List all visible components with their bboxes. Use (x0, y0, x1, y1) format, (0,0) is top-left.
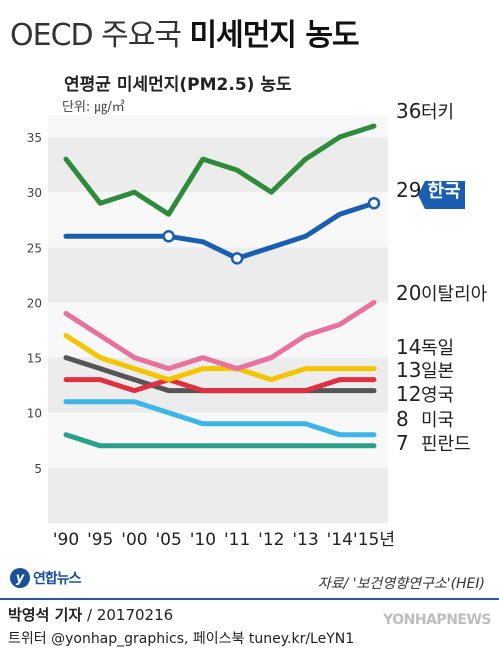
highlight-tag (418, 181, 465, 209)
grid-band (48, 115, 388, 138)
title-bold: 미세먼지 농도 (189, 18, 360, 53)
y-tick-label: 30 (27, 186, 42, 200)
end-value-label: 14 (396, 335, 421, 359)
footer-divider (0, 598, 499, 600)
data-point (367, 196, 381, 210)
grid-band (48, 412, 388, 468)
end-name-label: 일본 (421, 361, 454, 382)
unit-label: 단위: ㎍/㎥ (62, 100, 125, 115)
x-tick-label: '10 (190, 530, 216, 550)
series-line (63, 123, 377, 217)
end-value-label: 7 (396, 431, 409, 455)
social-line: 트위터 @yonhap_graphics, 페이스북 tuney.kr/LeYN… (8, 631, 355, 647)
end-name-label: 핀란드 (421, 434, 471, 455)
end-name-label: 영국 (421, 385, 454, 406)
y-tick-label: 15 (27, 352, 42, 366)
series-line (63, 377, 377, 394)
end-value-label: 12 (396, 382, 421, 406)
x-tick-label: '00 (121, 530, 147, 550)
watermark: YONHAPNEWS (383, 612, 491, 628)
end-value-label: 8 (396, 407, 409, 431)
grid-band (48, 247, 388, 303)
end-value-label: 13 (396, 358, 421, 382)
logo-icon: y (10, 568, 30, 588)
chart-subtitle: 연평균 미세먼지(PM2.5) 농도 (64, 75, 292, 95)
x-tick-label: '15년 (353, 530, 395, 550)
x-tick-label: '13 (292, 530, 318, 550)
x-tick-label: '95 (87, 530, 113, 550)
line-chart: 5 10 15 20 25 30 35 '90 '95 '00 '05 '10 '11 '12 '13 '14… (27, 99, 488, 550)
logo-text: 연합뉴스 (33, 571, 82, 587)
date: 20170216 (96, 606, 174, 624)
y-tick-label: 35 (27, 131, 42, 145)
end-value-label: 29 (396, 178, 421, 202)
end-value-label: 36 (396, 99, 421, 123)
x-tick-label: '11 (224, 530, 250, 550)
y-tick-label: 25 (27, 241, 42, 255)
page-title: OECD 주요국 미세먼지 농도 (10, 10, 360, 54)
end-name-label: 이탈리아 (421, 284, 488, 305)
yonhap-logo: y 연합뉴스 (10, 568, 82, 588)
series-line (63, 299, 377, 372)
grid-band (48, 467, 388, 523)
series-line (63, 333, 377, 383)
series-line (63, 200, 377, 261)
series-line (63, 399, 377, 438)
end-name-label: 한국 (427, 181, 460, 202)
source-note: 자료/ '보건영향연구소'(HEI) (317, 576, 485, 592)
y-tick-label: 5 (34, 462, 42, 476)
author: 박영석 기자 (8, 606, 83, 624)
grid-band (48, 302, 388, 358)
end-value-label: 20 (396, 281, 421, 305)
x-tick-label: '14 (327, 530, 353, 550)
x-tick-label: '05 (156, 530, 182, 550)
x-tick-label: '12 (258, 530, 284, 550)
end-name-label: 미국 (421, 410, 454, 431)
title-light: OECD 주요국 (10, 18, 182, 53)
end-name-label: 독일 (421, 338, 454, 359)
credit-line: 박영석 기자 / 20170216 (8, 606, 174, 624)
y-tick-label: 20 (27, 296, 42, 310)
data-point (162, 230, 175, 243)
y-tick-label: 10 (27, 407, 42, 421)
end-name-label: 터키 (421, 102, 454, 123)
x-tick-label: '90 (53, 530, 79, 550)
series-line (63, 432, 377, 449)
data-point (230, 252, 244, 265)
